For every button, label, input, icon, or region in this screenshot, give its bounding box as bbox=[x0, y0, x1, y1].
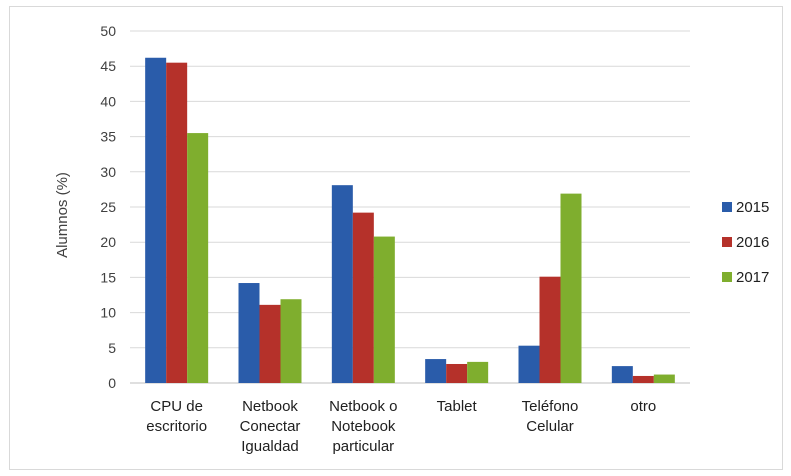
chart-frame: 0 5 10 15 20 25 30 35 40 45 50 CPU de escritorio Net… bbox=[9, 6, 783, 470]
legend-swatch-2016 bbox=[722, 237, 732, 247]
x-category-label: Netbook bbox=[242, 398, 298, 415]
y-tick-label: 50 bbox=[100, 23, 116, 39]
x-axis-categories: CPU de escritorio Netbook Conectar Igualdad N… bbox=[146, 398, 656, 455]
bar-chart: 0 5 10 15 20 25 30 35 40 45 50 CPU de escritorio Net… bbox=[54, 23, 769, 455]
bar-2016-0 bbox=[166, 62, 188, 384]
gridlines bbox=[130, 30, 690, 384]
y-tick-label: 35 bbox=[100, 129, 116, 145]
bar-2017-3 bbox=[467, 361, 489, 383]
bar-2015-4 bbox=[518, 345, 540, 383]
y-tick-label: 25 bbox=[100, 199, 116, 215]
bar-2016-5 bbox=[632, 375, 654, 383]
x-category-label: particular bbox=[332, 438, 394, 455]
x-category-label: Netbook o bbox=[329, 398, 397, 415]
bar-2016-4 bbox=[539, 276, 561, 383]
bar-2015-2 bbox=[331, 185, 353, 383]
y-tick-label: 5 bbox=[108, 340, 116, 356]
x-category-label: escritorio bbox=[146, 418, 207, 435]
x-category-label: Celular bbox=[526, 418, 574, 435]
y-tick-label: 10 bbox=[100, 305, 116, 321]
bar-2015-0 bbox=[145, 57, 167, 383]
y-tick-label: 30 bbox=[100, 164, 116, 180]
bar-2015-3 bbox=[425, 359, 447, 383]
x-category-label: Conectar bbox=[240, 418, 301, 435]
legend-label-2016: 2016 bbox=[736, 234, 769, 251]
bar-2016-3 bbox=[446, 363, 468, 383]
y-tick-label: 20 bbox=[100, 234, 116, 250]
x-category-label: Notebook bbox=[331, 418, 396, 435]
x-category-label: otro bbox=[630, 398, 656, 415]
x-category-label: Teléfono bbox=[522, 398, 579, 415]
x-category-label: Tablet bbox=[437, 398, 478, 415]
bar-2017-2 bbox=[373, 236, 395, 383]
legend-label-2017: 2017 bbox=[736, 269, 769, 286]
y-axis-ticks: 0 5 10 15 20 25 30 35 40 45 50 bbox=[100, 23, 116, 391]
bars bbox=[145, 57, 675, 384]
bar-2017-1 bbox=[280, 299, 302, 383]
x-category-label: CPU de bbox=[150, 398, 203, 415]
bar-2017-5 bbox=[653, 374, 675, 383]
bar-2015-5 bbox=[611, 366, 633, 383]
bar-2016-2 bbox=[352, 212, 374, 383]
y-axis-label: Alumnos (%) bbox=[54, 172, 71, 258]
bar-2017-0 bbox=[187, 133, 209, 383]
x-category-label: Igualdad bbox=[241, 438, 299, 455]
y-tick-label: 15 bbox=[100, 269, 116, 285]
bar-2015-1 bbox=[238, 283, 260, 383]
y-tick-label: 45 bbox=[100, 58, 116, 74]
y-tick-label: 0 bbox=[108, 375, 116, 391]
legend-swatch-2015 bbox=[722, 202, 732, 212]
y-tick-label: 40 bbox=[100, 93, 116, 109]
bar-2016-1 bbox=[259, 304, 281, 383]
legend-label-2015: 2015 bbox=[736, 199, 769, 216]
legend-swatch-2017 bbox=[722, 272, 732, 282]
bar-2017-4 bbox=[560, 193, 582, 383]
legend: 2015 2016 2017 bbox=[722, 199, 769, 286]
